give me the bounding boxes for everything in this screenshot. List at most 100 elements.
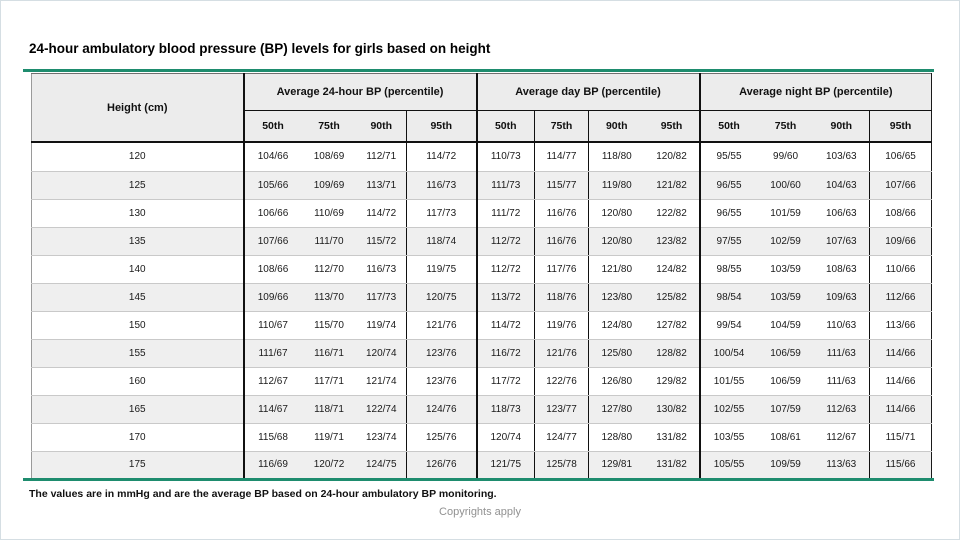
- group-header-row: Height (cm) Average 24-hour BP (percenti…: [31, 73, 932, 143]
- table-row-150: 150 110/67 115/70 119/74 121/76 114/72 119/76 1…: [31, 311, 932, 340]
- bp-value-cell: 117/72: [475, 367, 535, 396]
- bp-value-cell: 116/76: [534, 227, 589, 256]
- bp-value-cell: 114/72: [475, 311, 535, 340]
- table-row-165: 165 114/67 118/71 122/74 124/76 118/73 123/77 1…: [31, 395, 932, 424]
- bp-table-container: Height (cm) Average 24-hour BP (percenti…: [31, 73, 933, 478]
- height-cell: 160: [31, 367, 244, 396]
- bp-value-cell: 123/82: [644, 227, 700, 256]
- bp-value-cell: 109/59: [770, 459, 801, 471]
- bp-value-cell: 122/82: [644, 199, 700, 228]
- height-cell: 150: [31, 311, 244, 340]
- bp-value-cell: 115/66: [869, 451, 932, 478]
- bp-value-cell: 114/66: [869, 395, 932, 424]
- height-cell: 170: [31, 423, 244, 452]
- bp-value-cell: 109/69: [301, 171, 357, 200]
- bp-value-cell: 108/66: [869, 199, 932, 228]
- bp-value-cell: 125/78: [534, 451, 589, 478]
- bp-value-cell: 115/68: [242, 423, 302, 452]
- bp-value-cell: 111/72: [475, 199, 535, 228]
- bp-value-cell: 112/72: [475, 255, 535, 284]
- bp-value-cell: 114/67: [242, 395, 302, 424]
- height-column-header: Height (cm): [31, 73, 244, 143]
- bp-value-cell: 110/69: [301, 199, 357, 228]
- bp-value-cell: 119/74: [356, 311, 407, 340]
- bp-value-cell: 107/63: [813, 227, 870, 256]
- bp-value-cell: 118/71: [301, 395, 357, 424]
- bp-value-cell: 108/63: [813, 255, 870, 284]
- bp-value-cell: 103/55: [698, 423, 758, 452]
- bp-value-cell: 115/72: [356, 227, 407, 256]
- bp-value-cell: 109/63: [813, 283, 870, 312]
- bp-value-cell: 115/70: [301, 311, 357, 340]
- bp-value-cell: 113/71: [356, 171, 407, 200]
- percentile-header-night-50th: 50th: [698, 110, 758, 143]
- bp-value-cell: 112/63: [813, 395, 870, 424]
- bp-value-cell: 115/71: [869, 423, 932, 452]
- bp-value-cell: 99/60: [757, 142, 814, 172]
- bp-value-cell: 97/55: [698, 227, 758, 256]
- bp-value-cell: 118/80: [588, 142, 645, 172]
- table-row-140: 140 108/66 112/70 116/73 119/75 112/72 117/76 1…: [31, 255, 932, 284]
- bp-value-cell: 117/73: [356, 283, 407, 312]
- percentile-header-day-95th: 95th: [644, 110, 700, 143]
- bp-value-cell: 104/59: [757, 311, 814, 340]
- bp-value-cell: 105/55: [698, 451, 758, 478]
- bp-value-cell: 128/80: [588, 423, 645, 452]
- bp-value-cell: 106/59: [757, 367, 814, 396]
- group-header-day: Average day BP (percentile): [475, 73, 700, 111]
- bp-value-cell: 125/80: [588, 339, 645, 368]
- bp-value-cell: 120/82: [644, 142, 700, 172]
- bp-value-cell: 108/69: [301, 142, 357, 172]
- bp-value-cell: 121/75: [475, 451, 535, 478]
- page-title: 24-hour ambulatory blood pressure (BP) l…: [29, 41, 491, 56]
- group-header-24h: Average 24-hour BP (percentile): [242, 73, 477, 111]
- bp-value-cell: 112/67: [813, 423, 870, 452]
- bp-value-cell: 111/73: [475, 171, 535, 200]
- bp-value-cell: 99/54: [698, 311, 758, 340]
- copyright-note: Copyrights apply: [439, 506, 521, 518]
- bp-value-cell: 128/82: [644, 339, 700, 368]
- bp-value-cell: 116/76: [534, 199, 589, 228]
- height-cell: 155: [31, 339, 244, 368]
- bp-value-cell: 95/55: [698, 142, 758, 172]
- bp-value-cell: 114/66: [869, 339, 932, 368]
- bp-value-cell: 111/63: [813, 339, 870, 368]
- bp-value-cell: 119/75: [405, 255, 477, 284]
- bp-value-cell: 121/76: [534, 339, 589, 368]
- bp-value-cell: 123/76: [405, 339, 477, 368]
- bp-value-cell: 110/73: [475, 142, 535, 172]
- bp-table-body: 120 104/66 108/69 112/71 114/72 110/73 114/77 1…: [31, 142, 932, 478]
- percentile-header-day-75th: 75th: [534, 110, 589, 143]
- table-row-145: 145 109/66 113/70 117/73 120/75 113/72 118/76 1…: [31, 283, 932, 312]
- footnote: The values are in mmHg and are the avera…: [29, 488, 497, 500]
- table-row-120: 120 104/66 108/69 112/71 114/72 110/73 114/77 1…: [31, 142, 932, 172]
- bp-value-cell: 105/66: [242, 171, 302, 200]
- bottom-accent-rule: [23, 478, 934, 481]
- bp-value-cell: 112/66: [869, 283, 932, 312]
- bp-value-cell: 118/73: [475, 395, 535, 424]
- bp-value-cell: 98/54: [698, 283, 758, 312]
- bp-value-cell: 121/82: [644, 171, 700, 200]
- bp-value-cell: 107/66: [869, 171, 932, 200]
- height-cell: 175: [128, 459, 146, 471]
- bp-value-cell: 116/69: [242, 451, 302, 478]
- bp-value-cell: 103/63: [813, 142, 870, 172]
- bp-value-cell: 129/81: [588, 451, 645, 478]
- bp-value-cell: 127/80: [588, 395, 645, 424]
- percentile-header-night-95th: 95th: [869, 110, 932, 143]
- bp-value-cell: 118/74: [405, 227, 477, 256]
- bp-value-cell: 111/70: [301, 227, 357, 256]
- bp-value-cell: 126/76: [405, 451, 477, 478]
- bp-value-cell: 106/59: [757, 339, 814, 368]
- percentile-header-24h-50th: 50th: [242, 110, 302, 143]
- bp-value-cell: 100/54: [698, 339, 758, 368]
- bp-value-cell: 123/74: [356, 423, 407, 452]
- bp-value-cell: 111/63: [813, 367, 870, 396]
- bp-value-cell: 117/73: [405, 199, 477, 228]
- percentile-header-night-75th: 75th: [757, 110, 814, 143]
- bp-value-cell: 114/72: [405, 142, 477, 172]
- height-cell: 130: [31, 199, 244, 228]
- table-row-160: 160 112/67 117/71 121/74 123/76 117/72 122/76 1…: [31, 367, 932, 396]
- height-cell: 140: [31, 255, 244, 284]
